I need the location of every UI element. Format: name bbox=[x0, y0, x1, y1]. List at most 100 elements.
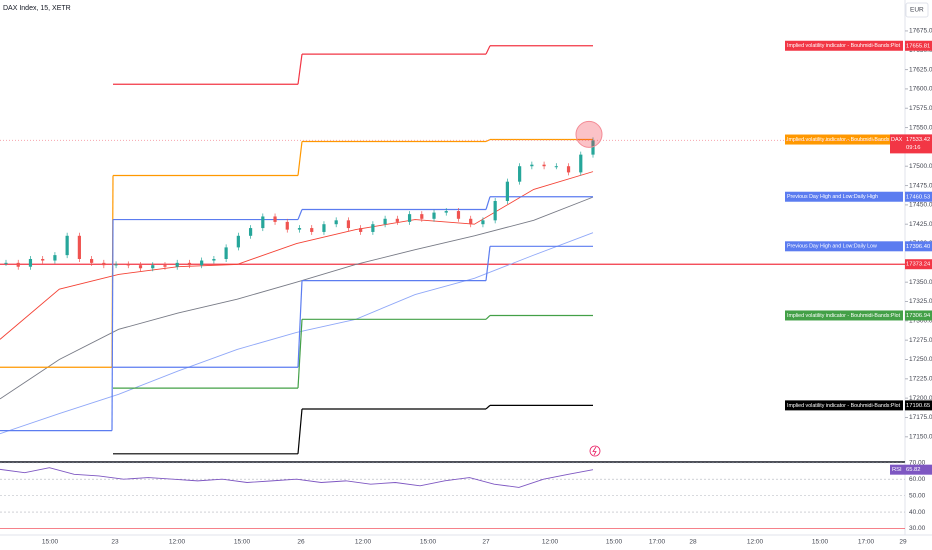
highlight bbox=[575, 120, 603, 148]
candle bbox=[542, 164, 546, 167]
price-label-bg bbox=[905, 400, 932, 411]
candle bbox=[481, 220, 485, 225]
series-name-bg bbox=[785, 241, 903, 252]
y-tick-label: 17500.00 bbox=[909, 163, 932, 170]
candle bbox=[273, 216, 277, 222]
candle bbox=[493, 201, 497, 221]
price-label: 17396.40 bbox=[906, 244, 930, 250]
candle bbox=[579, 154, 583, 173]
series-name: Implied volatility indicator - Bouhmidi-… bbox=[787, 43, 901, 49]
y-tick-label: 17575.00 bbox=[909, 105, 932, 112]
candle bbox=[261, 216, 265, 229]
band-step bbox=[485, 196, 491, 210]
candle bbox=[151, 265, 155, 269]
y-tick-label: 17275.00 bbox=[909, 337, 932, 344]
last-price-bg bbox=[890, 134, 932, 154]
price-label: 17655.81 bbox=[906, 43, 930, 49]
y-tick-label: 17350.00 bbox=[909, 279, 932, 286]
x-tick-label: 12:00 bbox=[355, 539, 372, 546]
x-tick-label: 15:00 bbox=[42, 539, 59, 546]
currency[interactable]: EUR bbox=[910, 7, 924, 14]
band-step bbox=[485, 138, 491, 143]
symbol: DAX bbox=[891, 137, 903, 143]
price-label: 17460.53 bbox=[906, 194, 930, 200]
candle bbox=[163, 265, 167, 267]
candle bbox=[505, 181, 509, 202]
candle bbox=[200, 260, 204, 266]
band-step bbox=[297, 141, 303, 176]
y-tick-label: 17250.00 bbox=[909, 356, 932, 363]
price-label: 17306.94 bbox=[906, 313, 931, 319]
price-label-bg bbox=[905, 259, 932, 270]
last-price: 17533.42 bbox=[906, 137, 930, 143]
y-tick-label: 17225.00 bbox=[909, 376, 932, 383]
x-tick-label: 17:00 bbox=[649, 539, 666, 546]
x-tick-label: 17:00 bbox=[858, 539, 875, 546]
currency-button[interactable] bbox=[905, 2, 929, 18]
band-step bbox=[297, 280, 303, 368]
candle bbox=[175, 262, 179, 267]
candle bbox=[346, 220, 351, 229]
series-name-bg bbox=[785, 134, 903, 145]
candle bbox=[248, 228, 253, 236]
candle bbox=[420, 214, 424, 219]
band-step bbox=[485, 315, 491, 320]
band-step bbox=[111, 219, 114, 431]
series-name-bg bbox=[785, 40, 903, 51]
x-tick-label: 27 bbox=[482, 539, 490, 546]
candle bbox=[236, 235, 240, 248]
rsi-tick-label: 70.00 bbox=[909, 460, 926, 467]
x-tick-label: 15:00 bbox=[606, 539, 623, 546]
rsi-label-bg bbox=[890, 464, 932, 475]
candle bbox=[4, 262, 8, 264]
event-icon-bolt bbox=[592, 446, 597, 456]
series-name-bg bbox=[785, 310, 903, 321]
candle bbox=[322, 224, 326, 232]
x-tick-label: 15:00 bbox=[812, 539, 829, 546]
x-tick-label: 12:00 bbox=[169, 539, 186, 546]
candle bbox=[432, 212, 436, 219]
x-tick-label: 15:00 bbox=[420, 539, 437, 546]
band-step bbox=[297, 209, 303, 220]
candle bbox=[90, 258, 94, 263]
moving-average bbox=[0, 232, 594, 435]
candle bbox=[383, 218, 387, 225]
rsi-line bbox=[0, 467, 594, 488]
price-label-bg bbox=[905, 241, 932, 252]
candle bbox=[285, 221, 289, 230]
band-step bbox=[485, 246, 491, 281]
candle bbox=[28, 258, 33, 267]
price-label-bg bbox=[905, 191, 932, 202]
candle bbox=[16, 262, 20, 267]
y-tick-label: 17150.00 bbox=[909, 434, 932, 441]
candle bbox=[212, 258, 216, 261]
x-tick-label: 15:00 bbox=[234, 539, 251, 546]
band-step bbox=[297, 408, 303, 454]
event-icon[interactable] bbox=[589, 445, 601, 457]
rsi-value: 65.82 bbox=[906, 467, 921, 473]
y-tick-label: 17450.00 bbox=[909, 202, 932, 209]
rsi-name: RSI bbox=[892, 467, 902, 473]
x-tick-label: 29 bbox=[899, 539, 907, 546]
candle bbox=[359, 228, 363, 232]
series-name-bg bbox=[785, 400, 903, 411]
candle bbox=[102, 262, 106, 266]
candle bbox=[469, 218, 473, 225]
candle bbox=[530, 164, 534, 167]
candle bbox=[138, 265, 143, 269]
candle bbox=[297, 228, 302, 230]
candle bbox=[65, 235, 69, 256]
candle bbox=[224, 247, 228, 259]
x-tick-label: 12:00 bbox=[542, 539, 559, 546]
candle bbox=[126, 264, 130, 266]
candle bbox=[371, 224, 375, 232]
candle bbox=[591, 140, 595, 155]
series-name-bg bbox=[785, 191, 903, 202]
candle bbox=[114, 264, 118, 266]
candle bbox=[187, 262, 192, 266]
band-step bbox=[297, 319, 303, 389]
y-tick-label: 17675.00 bbox=[909, 28, 932, 35]
y-tick-label: 17200.00 bbox=[909, 395, 932, 402]
x-tick-label: 23 bbox=[111, 539, 119, 546]
